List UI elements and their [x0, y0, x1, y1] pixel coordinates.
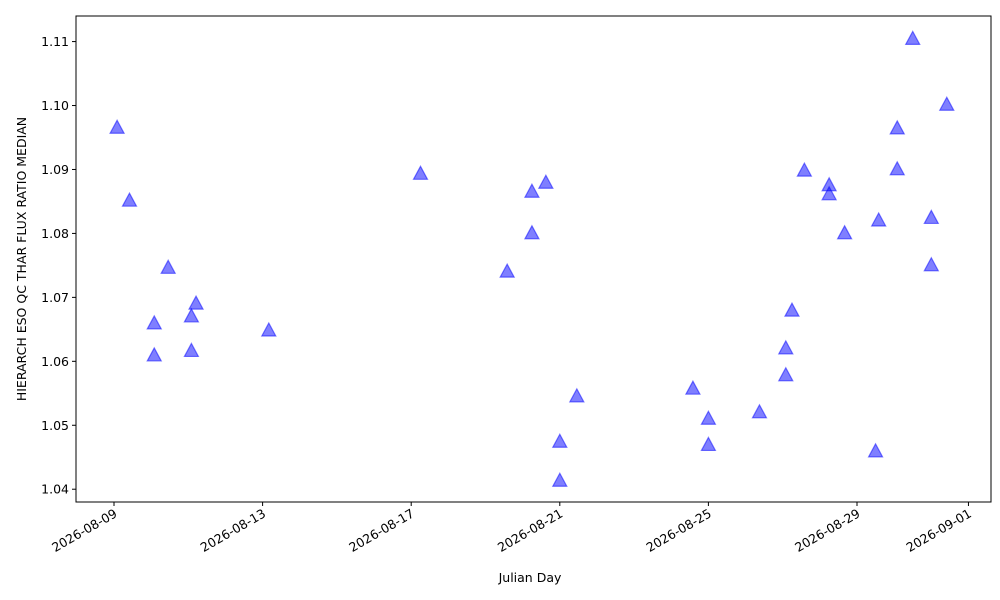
data-point [412, 165, 429, 180]
data-point [783, 301, 800, 317]
x-axis-label: Julian Day [498, 570, 562, 585]
y-tick-label: 1.08 [41, 226, 69, 241]
data-point [183, 342, 200, 358]
data-point [499, 262, 516, 278]
data-points [109, 30, 955, 487]
data-point [183, 307, 200, 323]
data-point [260, 321, 277, 337]
data-point [821, 185, 838, 201]
data-point [121, 191, 138, 207]
y-tick-label: 1.05 [41, 418, 69, 433]
data-point [160, 259, 177, 274]
data-point [523, 182, 540, 198]
y-tick-label: 1.11 [41, 34, 69, 49]
data-point [923, 256, 940, 272]
data-point [568, 387, 585, 403]
y-tick-label: 1.07 [41, 290, 69, 305]
data-point [777, 339, 794, 355]
data-point [836, 224, 853, 240]
data-point [889, 160, 906, 176]
plot-frame [75, 15, 992, 503]
y-axis-label: HIERARCH ESO QC THAR FLUX RATIO MEDIAN [14, 117, 29, 401]
y-tick-label: 1.06 [41, 354, 69, 369]
data-point [551, 471, 568, 487]
data-point [867, 442, 884, 458]
data-point [923, 209, 940, 225]
data-point [889, 119, 906, 135]
data-point [537, 173, 554, 189]
y-tick-label: 1.10 [41, 98, 69, 113]
data-point [796, 161, 813, 177]
data-point [751, 403, 768, 419]
y-axis-ticks: 1.04 1.05 1.06 1.07 1.08 1.09 1.10 1.11 [41, 34, 76, 497]
data-point [188, 294, 205, 310]
data-point [109, 119, 126, 134]
data-point [700, 436, 717, 452]
data-point [777, 366, 794, 382]
y-tick-label: 1.09 [41, 162, 69, 177]
data-point [938, 95, 955, 111]
data-point [523, 224, 540, 240]
data-point [870, 211, 887, 227]
y-tick-label: 1.04 [41, 482, 69, 497]
data-point [904, 30, 921, 45]
data-point [146, 314, 163, 330]
data-point [146, 346, 163, 362]
data-point [684, 379, 701, 395]
data-point [551, 432, 568, 448]
data-point [700, 409, 717, 425]
